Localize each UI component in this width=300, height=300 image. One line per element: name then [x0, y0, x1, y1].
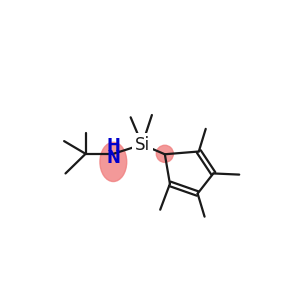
Ellipse shape [100, 142, 127, 182]
Circle shape [156, 145, 173, 162]
Text: Si: Si [135, 136, 150, 154]
Text: H: H [106, 137, 120, 155]
Text: N: N [106, 149, 120, 167]
